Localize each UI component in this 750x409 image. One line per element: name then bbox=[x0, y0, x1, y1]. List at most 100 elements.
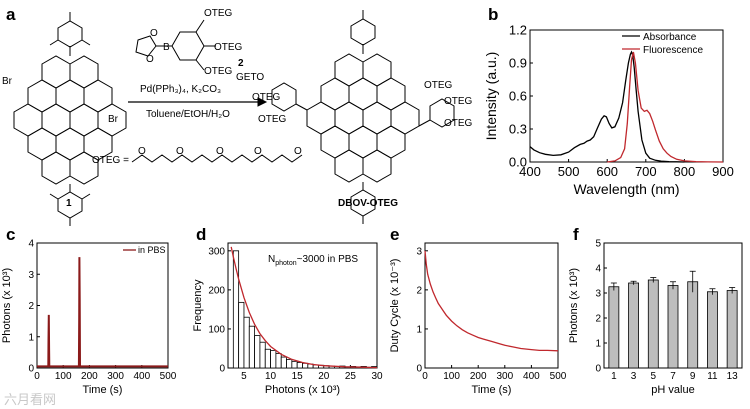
x-tick-label: 3 bbox=[631, 371, 637, 382]
y-tick-label: 5 bbox=[595, 239, 601, 250]
x-tick-label: 9 bbox=[690, 371, 696, 382]
y-tick-label: 0.6 bbox=[509, 89, 527, 104]
y-tick-label: 3 bbox=[28, 270, 34, 281]
product-oteg-right-3: OTEG bbox=[444, 118, 473, 129]
x-tick-label: 700 bbox=[635, 164, 657, 179]
histogram-bar bbox=[270, 350, 277, 369]
histogram-bar bbox=[286, 359, 293, 369]
x-tick-label: 13 bbox=[727, 371, 739, 382]
teg-chain bbox=[131, 154, 303, 163]
x-tick-label: 900 bbox=[712, 164, 734, 179]
x-tick-label: 400 bbox=[133, 371, 150, 382]
panel-letter-c: c bbox=[6, 225, 15, 244]
plot-frame bbox=[36, 242, 169, 369]
histogram-bar bbox=[296, 362, 303, 369]
y-axis-label: Photons (x 10³) bbox=[568, 268, 580, 343]
y-tick-label: 1.2 bbox=[509, 23, 527, 38]
x-tick-label: 1 bbox=[611, 371, 617, 382]
product-name: DBOV-OTEG bbox=[338, 198, 398, 209]
x-tick-label: 500 bbox=[550, 371, 567, 382]
y-tick-label: 0 bbox=[416, 364, 422, 375]
x-axis-label: Wavelength (nm) bbox=[573, 181, 679, 197]
teg-o-3: O bbox=[216, 146, 224, 157]
x-tick-label: 0 bbox=[422, 371, 428, 382]
y-axis-label: Photons (x 10³) bbox=[1, 268, 13, 343]
starting-material-structure bbox=[13, 12, 127, 226]
x-tick-label: 400 bbox=[519, 164, 541, 179]
chart-b: 400 500 600 700 800 900 0.0 0.3 0.6 0.9 1.2 Wavelen… bbox=[483, 23, 734, 197]
product-oteg-right-1: OTEG bbox=[424, 80, 453, 91]
x-tick-label: 10 bbox=[265, 371, 277, 382]
teg-o-5: O bbox=[294, 146, 302, 157]
y-axis-label: Duty Cycle (x 10⁻³) bbox=[389, 259, 401, 353]
y-tick-label: 4 bbox=[595, 264, 601, 275]
teg-o-4: O bbox=[254, 146, 262, 157]
oteg-definition: OTEG = bbox=[92, 155, 129, 166]
teg-o-1: O bbox=[138, 146, 146, 157]
x-axis-label: pH value bbox=[651, 384, 694, 396]
bar bbox=[628, 282, 639, 369]
y-tick-label: 3 bbox=[595, 289, 601, 300]
bar bbox=[608, 286, 620, 369]
x-tick-label: 20 bbox=[318, 371, 330, 382]
panel-letter-a: a bbox=[6, 5, 16, 24]
product-oteg-left: OTEG bbox=[252, 92, 281, 103]
x-tick-label: 300 bbox=[496, 371, 513, 382]
product-geto-1: GETO bbox=[236, 72, 264, 83]
x-tick-label: 30 bbox=[371, 371, 383, 382]
x-tick-label: 300 bbox=[107, 371, 124, 382]
y-tick-label: 1 bbox=[595, 339, 601, 350]
histogram-bar bbox=[238, 301, 245, 369]
histogram-bar bbox=[280, 356, 287, 369]
y-tick-label: 200 bbox=[208, 285, 225, 296]
bar bbox=[667, 285, 679, 369]
start-compound-number: 1 bbox=[66, 198, 72, 209]
x-axis-label: Time (s) bbox=[472, 384, 512, 396]
y-tick-label: 0.9 bbox=[509, 56, 527, 71]
x-tick-label: 7 bbox=[670, 371, 676, 382]
x-tick-label: 500 bbox=[160, 371, 177, 382]
reagent-oteg-3: OTEG bbox=[204, 66, 233, 77]
plot-frame bbox=[424, 242, 559, 369]
bar bbox=[687, 281, 699, 369]
panel-letter-d: d bbox=[196, 225, 206, 244]
boron-o-top: O bbox=[150, 28, 158, 39]
series-line-fluorescence bbox=[607, 51, 724, 163]
x-tick-label: 200 bbox=[81, 371, 98, 382]
histogram-bar bbox=[248, 325, 256, 369]
bromo-right: Br bbox=[108, 114, 119, 125]
histogram-bar bbox=[302, 362, 309, 369]
panel-letter-f: f bbox=[573, 225, 579, 244]
y-axis-label: Frequency bbox=[192, 279, 204, 331]
y-tick-label: 3 bbox=[416, 246, 422, 257]
histogram-bar bbox=[259, 341, 266, 369]
y-tick-label: 0 bbox=[219, 364, 225, 375]
bromo-left: Br bbox=[2, 76, 13, 87]
y-tick-label: 2 bbox=[595, 314, 601, 325]
conditions-catalyst: Pd(PPh₃)₄, K₂CO₃ bbox=[140, 84, 221, 95]
product-structure bbox=[271, 10, 455, 224]
fit-curve bbox=[230, 246, 378, 369]
x-tick-label: 400 bbox=[523, 371, 540, 382]
y-tick-label: 1 bbox=[28, 332, 34, 343]
y-tick-label: 300 bbox=[208, 246, 225, 257]
y-tick-label: 2 bbox=[28, 301, 34, 312]
y-tick-label: 1 bbox=[416, 324, 422, 335]
y-axis-label: Intensity (a.u.) bbox=[483, 52, 499, 141]
watermark-text: 六月看网 bbox=[4, 392, 56, 407]
x-tick-label: 600 bbox=[596, 164, 618, 179]
duty-cycle-line bbox=[424, 250, 559, 352]
x-tick-label: 5 bbox=[241, 371, 247, 382]
legend-label: Fluorescence bbox=[643, 45, 703, 56]
reagent-number: 2 bbox=[238, 58, 244, 69]
histogram-bar bbox=[264, 348, 271, 369]
y-tick-label: 4 bbox=[28, 239, 34, 250]
y-tick-label: 0 bbox=[595, 364, 601, 375]
histogram-bar bbox=[275, 353, 282, 369]
chart-e: 0 100 200 300 400 500 0 1 2 3 Time (s) Duty Cycle (… bbox=[389, 242, 567, 396]
trace-line bbox=[37, 257, 168, 368]
reaction-scheme bbox=[13, 10, 455, 226]
x-axis-label: Photons (x 10³) bbox=[265, 384, 340, 396]
x-tick-label: 5 bbox=[651, 371, 657, 382]
